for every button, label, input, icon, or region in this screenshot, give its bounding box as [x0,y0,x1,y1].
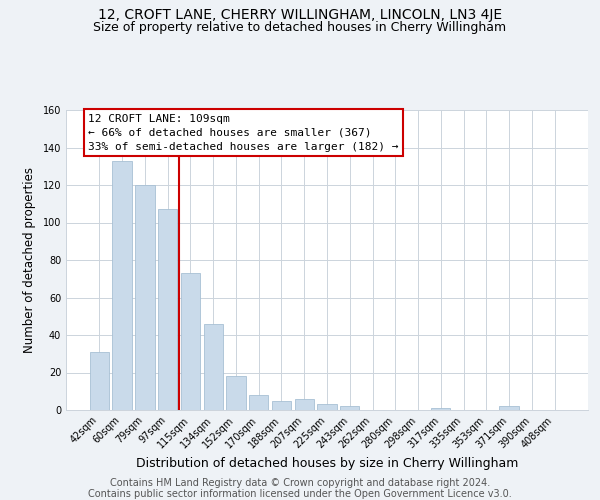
Bar [181,273,200,410]
Bar [249,395,268,410]
X-axis label: Distribution of detached houses by size in Cherry Willingham: Distribution of detached houses by size … [136,457,518,470]
Text: Contains HM Land Registry data © Crown copyright and database right 2024.: Contains HM Land Registry data © Crown c… [110,478,490,488]
Bar [203,324,223,410]
Text: 12 CROFT LANE: 109sqm
← 66% of detached houses are smaller (367)
33% of semi-det: 12 CROFT LANE: 109sqm ← 66% of detached … [88,114,398,152]
Bar [431,408,451,410]
Bar [499,406,519,410]
Bar [340,406,359,410]
Y-axis label: Number of detached properties: Number of detached properties [23,167,35,353]
Text: Size of property relative to detached houses in Cherry Willingham: Size of property relative to detached ho… [94,21,506,34]
Bar [226,376,245,410]
Bar [158,210,178,410]
Bar [295,399,314,410]
Bar [90,352,109,410]
Text: 12, CROFT LANE, CHERRY WILLINGHAM, LINCOLN, LN3 4JE: 12, CROFT LANE, CHERRY WILLINGHAM, LINCO… [98,8,502,22]
Bar [112,160,132,410]
Bar [317,404,337,410]
Bar [135,185,155,410]
Bar [272,400,291,410]
Text: Contains public sector information licensed under the Open Government Licence v3: Contains public sector information licen… [88,489,512,499]
